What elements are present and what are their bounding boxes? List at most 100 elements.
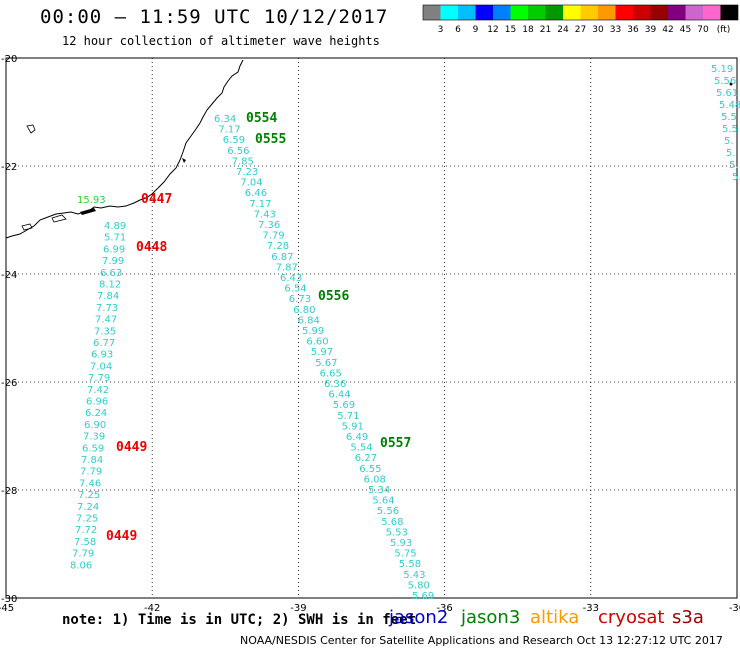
latitude-label: -28 <box>1 486 17 497</box>
color-swatch <box>563 5 581 20</box>
pass-time-label: 0556 <box>318 289 349 304</box>
swh-value: 6.55 <box>359 464 381 475</box>
color-swatch <box>423 5 441 20</box>
swh-value: 6.96 <box>86 397 108 408</box>
swh-value: 6.59 <box>82 443 104 454</box>
color-scale-tick: 9 <box>473 25 479 35</box>
pass-time-label: 0447 <box>141 192 172 207</box>
latitude-label: -20 <box>1 54 17 65</box>
island-marker <box>182 158 186 163</box>
color-scale-tick: 21 <box>540 25 551 35</box>
color-swatch <box>545 5 563 20</box>
swh-value: 5.69 <box>412 591 434 602</box>
swh-value: 6.63 <box>100 268 122 279</box>
latitude-label: -22 <box>1 162 17 173</box>
swh-value: 7.36 <box>258 220 280 231</box>
swh-value: 5.34 <box>368 485 390 496</box>
swh-value: 7.79 <box>88 373 110 384</box>
color-scale-tick: 70 <box>697 25 709 35</box>
longitude-label: -45 <box>0 603 14 614</box>
swh-value: 7.84 <box>97 291 119 302</box>
swh-value: 5.93 <box>390 538 412 549</box>
swh-value: 6.90 <box>84 420 106 431</box>
lagoon <box>21 214 67 231</box>
legend-jason2: jason2 <box>389 607 449 628</box>
swh-value: 7.04 <box>90 361 112 372</box>
swh-value: 6.99 <box>103 244 125 255</box>
swh-value: 8.12 <box>99 280 121 291</box>
inland-lake <box>26 124 36 134</box>
color-scale-tick: 30 <box>592 25 604 35</box>
latitude-label: -24 <box>1 270 17 281</box>
swh-value: 7.87 <box>276 262 298 273</box>
swh-value: 5.91 <box>342 421 364 432</box>
swh-value: 5.99 <box>302 326 324 337</box>
swh-value: 7.79 <box>80 467 102 478</box>
swh-value: 5.56 <box>377 506 399 517</box>
swh-value: 5.5 <box>722 124 738 135</box>
color-scale-tick: 33 <box>610 25 621 35</box>
swh-value: 5.75 <box>394 549 416 560</box>
swh-value: 7.47 <box>95 315 117 326</box>
color-swatch <box>650 5 668 20</box>
page-title: 00:00 – 11:59 UTC 10/12/2017 <box>40 6 389 28</box>
footnote: note: 1) Time is in UTC; 2) SWH is in fe… <box>62 612 417 628</box>
swh-value: 5.69 <box>333 400 355 411</box>
swh-value: 7.46 <box>79 478 101 489</box>
swh-value: 6.43 <box>280 273 302 284</box>
swh-value: 6.56 <box>227 146 249 157</box>
swh-value: 6.54 <box>284 284 306 295</box>
swh-value: 6.80 <box>293 305 315 316</box>
swh-value: 6.73 <box>289 294 311 305</box>
swh-value: 5.67 <box>315 358 337 369</box>
swh-value: 6.34 <box>214 114 236 125</box>
pass-time-label: 0555 <box>255 132 286 147</box>
color-swatch <box>493 5 511 20</box>
swh-value: 5. <box>729 160 739 171</box>
swh-value: 7.85 <box>232 156 254 167</box>
swh-value: 7.84 <box>81 455 103 466</box>
swh-value: 7.73 <box>96 303 118 314</box>
color-scale-tick: 42 <box>662 25 673 35</box>
color-swatch <box>615 5 633 20</box>
color-scale-tick: 27 <box>575 25 586 35</box>
coastal-shoal <box>80 208 96 215</box>
legend-altika: altika <box>530 607 580 628</box>
swh-value: 5.64 <box>372 496 394 507</box>
color-swatch <box>703 5 721 20</box>
swh-value: 7.25 <box>78 490 100 501</box>
swh-value: 5.71 <box>337 411 359 422</box>
color-swatch <box>580 5 598 20</box>
swh-value: 5.54 <box>350 443 372 454</box>
swh-value: 6.65 <box>320 368 342 379</box>
color-swatch <box>685 5 703 20</box>
swh-value: 5.5 <box>721 112 737 123</box>
swh-value: 7.42 <box>87 385 109 396</box>
swh-value: 7.79 <box>262 231 284 242</box>
longitude-label: -30 <box>729 603 740 614</box>
swh-value: 6.60 <box>306 337 328 348</box>
color-swatch <box>440 5 458 20</box>
swh-value: 6.08 <box>364 474 386 485</box>
swh-value: 7.58 <box>74 537 96 548</box>
swh-value: 6.59 <box>223 135 245 146</box>
swh-value: 7.28 <box>267 241 289 252</box>
credit-footer: NOAA/NESDIS Center for Satellite Applica… <box>240 634 723 647</box>
color-scale-tick: 45 <box>680 25 691 35</box>
swh-value: 5.43 <box>403 570 425 581</box>
swh-value: 5.68 <box>381 517 403 528</box>
latitude-label: -30 <box>1 594 17 605</box>
swh-value: 5.56 <box>714 76 736 87</box>
swh-value: 7.99 <box>102 256 124 267</box>
swh-value: 6.46 <box>245 188 267 199</box>
swh-value: 15.93 <box>77 195 106 206</box>
swh-value: 7.23 <box>236 167 258 178</box>
pass-time-label: 0448 <box>136 240 167 255</box>
swh-value: 6.84 <box>298 315 320 326</box>
longitude-label: -33 <box>583 603 599 614</box>
swh-value: 6.44 <box>328 390 350 401</box>
swh-value: 7.04 <box>240 178 262 189</box>
color-swatch <box>720 5 738 20</box>
swh-value: 5.61 <box>716 88 738 99</box>
